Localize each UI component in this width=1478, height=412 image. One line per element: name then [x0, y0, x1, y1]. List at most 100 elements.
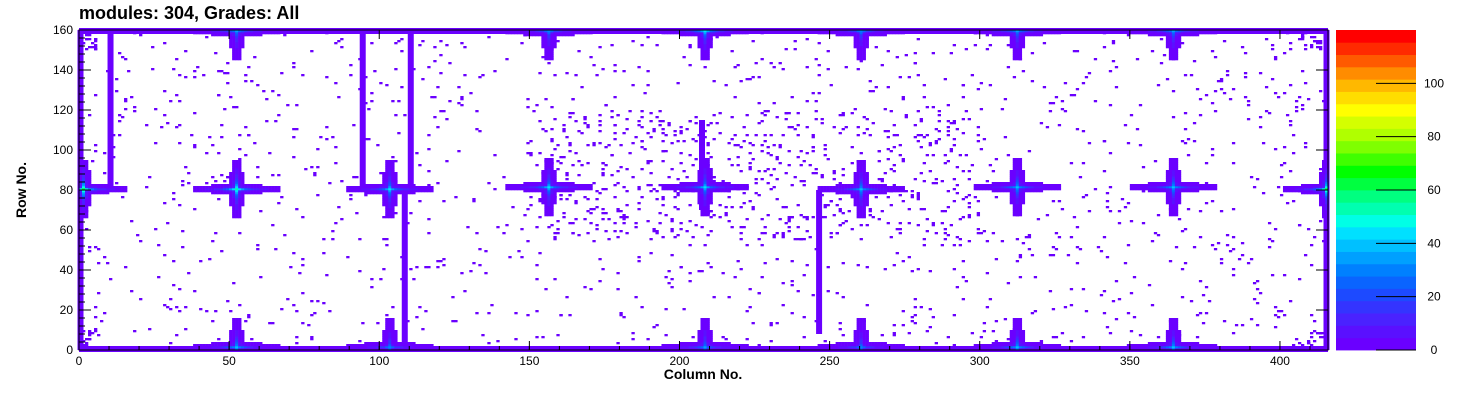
heatmap-cell: [1309, 190, 1314, 193]
heatmap-cell: [892, 344, 896, 347]
heatmap-cell: [724, 212, 728, 215]
heatmap-cell: [1210, 186, 1215, 189]
heatmap-cell: [892, 332, 896, 335]
heatmap-cell: [967, 240, 972, 243]
heatmap-cell: [826, 346, 830, 349]
heatmap-cell: [520, 228, 524, 231]
heatmap-cell: [1195, 88, 1200, 91]
heatmap-cell: [622, 214, 626, 217]
heatmap-cell: [703, 136, 707, 139]
heatmap-cell: [1318, 180, 1323, 183]
heatmap-cell: [718, 348, 722, 351]
hotspot-cluster: [1129, 158, 1218, 217]
heatmap-cell: [193, 188, 197, 191]
heatmap-cell: [94, 190, 98, 193]
heatmap-cell: [1159, 344, 1164, 347]
heatmap-cell: [832, 170, 836, 173]
heatmap-cell: [235, 338, 239, 341]
heatmap-cell: [1048, 184, 1053, 187]
heatmap-cell: [667, 346, 671, 349]
heatmap-cell: [544, 36, 548, 39]
heatmap-cell: [1177, 182, 1182, 185]
heatmap-cell: [247, 344, 251, 347]
heatmap-cell: [694, 224, 698, 227]
heatmap-cell: [1009, 338, 1014, 341]
heatmap-cell: [745, 218, 749, 221]
heatmap-cell: [859, 318, 863, 321]
heatmap-cell: [433, 60, 437, 63]
heatmap-cell: [238, 200, 242, 203]
heatmap-cell: [373, 186, 377, 189]
heatmap-cell: [547, 56, 551, 59]
heatmap-cell: [1255, 280, 1260, 283]
heatmap-cell: [856, 214, 860, 217]
heatmap-cell: [397, 40, 401, 43]
heatmap-cell: [238, 30, 242, 33]
heatmap-cell: [997, 344, 1002, 347]
heatmap-cell: [388, 346, 392, 349]
heatmap-cell: [700, 158, 704, 161]
heatmap-cell: [841, 168, 845, 171]
heatmap-cell: [1000, 240, 1005, 243]
heatmap-cell: [139, 34, 143, 37]
heatmap-cell: [232, 318, 236, 321]
heatmap-cell: [610, 116, 614, 119]
heatmap-cell: [250, 184, 254, 187]
heatmap-cell: [901, 188, 905, 191]
heatmap-cell: [649, 136, 653, 139]
heatmap-cell: [1021, 172, 1026, 175]
heatmap-cell: [859, 170, 863, 173]
heatmap-cell: [1186, 154, 1191, 157]
heatmap-cell: [1267, 238, 1272, 241]
heatmap-cell: [778, 162, 782, 165]
heatmap-cell: [460, 96, 464, 99]
heatmap-cell: [208, 258, 212, 261]
heatmap-cell: [1042, 86, 1047, 89]
heatmap-cell: [865, 330, 869, 333]
heatmap-cell: [430, 344, 434, 347]
heatmap-cell: [1321, 174, 1326, 177]
heatmap-cell: [784, 222, 788, 225]
heatmap-cell: [1324, 200, 1329, 203]
heatmap-cell: [394, 200, 398, 203]
heatmap-cell: [808, 164, 812, 167]
heatmap-cell: [391, 160, 395, 163]
heatmap-cell: [172, 260, 176, 263]
heatmap-cell: [247, 192, 251, 195]
heatmap-cell: [664, 214, 668, 217]
heatmap-cell: [700, 340, 704, 343]
heatmap-cell: [706, 190, 710, 193]
heatmap-cell: [874, 342, 878, 345]
heatmap-cell: [850, 192, 854, 195]
heatmap-cell: [1027, 342, 1032, 345]
heatmap-cell: [88, 334, 92, 337]
heatmap-cell: [1030, 344, 1035, 347]
heatmap-cell: [544, 210, 548, 213]
heatmap-cell: [550, 190, 554, 193]
heatmap-cell: [391, 190, 395, 193]
heatmap-cell: [1225, 74, 1230, 77]
heatmap-cell: [277, 346, 281, 349]
heatmap-cell: [700, 214, 704, 217]
heatmap-cell: [547, 206, 551, 209]
heatmap-cell: [934, 140, 938, 143]
heatmap-cell: [862, 162, 866, 165]
hotspot-cluster: [505, 30, 593, 61]
heatmap-cell: [229, 40, 233, 43]
heatmap-cell: [865, 178, 869, 181]
heatmap-cell: [241, 332, 245, 335]
heatmap-cell: [709, 186, 713, 189]
heatmap-cell: [430, 190, 434, 193]
heatmap-cell: [211, 188, 215, 191]
heatmap-cell: [1102, 170, 1107, 173]
heatmap-cell: [1012, 166, 1017, 169]
heatmap-cell: [622, 222, 626, 225]
heatmap-cell: [547, 166, 551, 169]
heatmap-cell: [703, 170, 707, 173]
heatmap-cell: [259, 186, 263, 189]
heatmap-cell: [898, 144, 902, 147]
heatmap-cell: [694, 122, 698, 125]
heatmap-cell: [550, 224, 554, 227]
heatmap-cell: [937, 138, 941, 141]
heatmap-cell: [232, 38, 236, 41]
